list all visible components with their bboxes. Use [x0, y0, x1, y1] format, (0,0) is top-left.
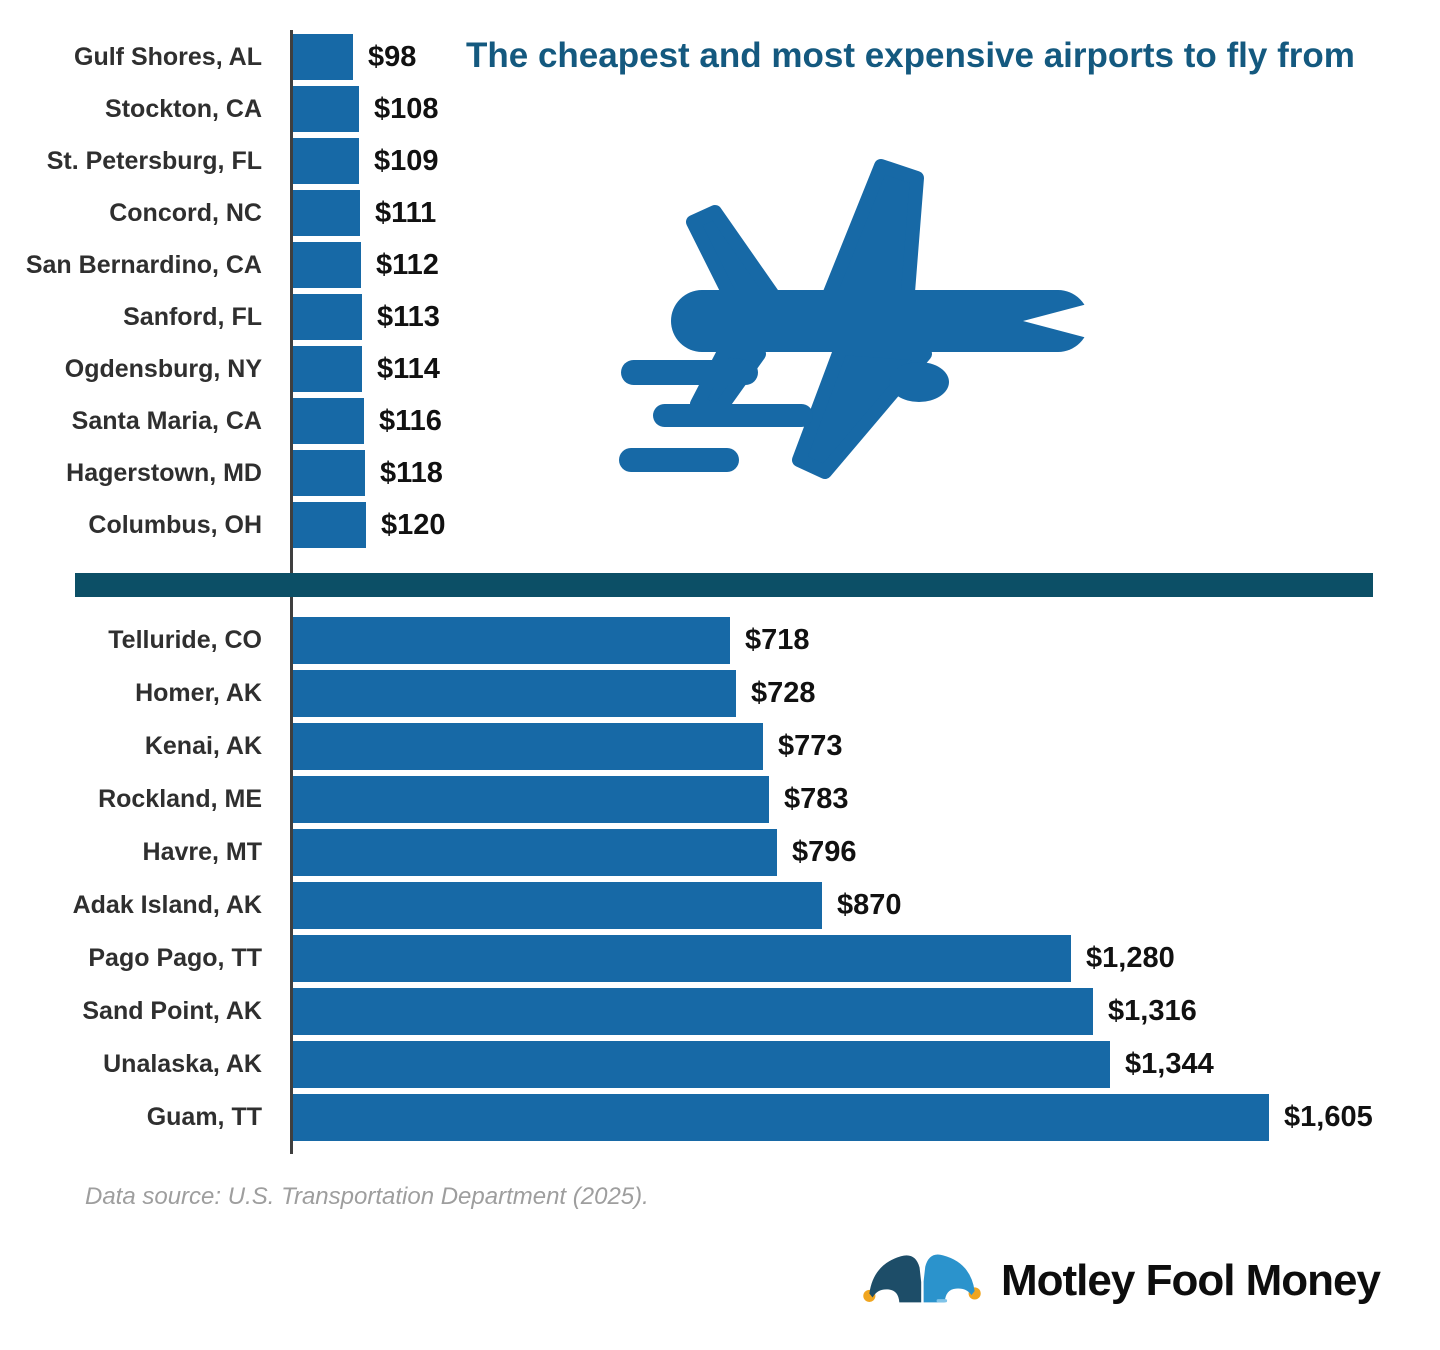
price-label: $108	[374, 92, 439, 125]
table-row: Unalaska, AK $1,344	[0, 1038, 1440, 1091]
price-bar	[293, 617, 730, 664]
price-label: $870	[837, 889, 902, 921]
table-row: Hagerstown, MD $118	[0, 447, 1440, 499]
most-expensive-airports-chart: Telluride, CO $718 Homer, AK $728 Kenai, AK $…	[0, 614, 1440, 1144]
airport-label: Concord, NC	[109, 198, 262, 227]
airport-label: Ogdensburg, NY	[64, 354, 262, 383]
table-row: Columbus, OH $120	[0, 499, 1440, 551]
price-label: $113	[377, 300, 440, 333]
airport-label: Hagerstown, MD	[66, 458, 262, 487]
price-bar	[293, 346, 362, 392]
price-label: $728	[751, 677, 816, 709]
airport-label: Stockton, CA	[105, 94, 262, 123]
table-row: Gulf Shores, AL $98	[0, 31, 1440, 83]
airport-label: Telluride, CO	[108, 626, 262, 654]
price-bar	[293, 450, 365, 496]
price-label: $718	[745, 624, 810, 656]
table-row: Adak Island, AK $870	[0, 879, 1440, 932]
price-bar	[293, 502, 366, 548]
airport-label: Guam, TT	[146, 1103, 262, 1131]
table-row: Sand Point, AK $1,316	[0, 985, 1440, 1038]
price-bar	[293, 1094, 1269, 1141]
price-bar	[293, 190, 360, 236]
airport-label: Adak Island, AK	[72, 891, 262, 919]
airport-label: Gulf Shores, AL	[74, 42, 262, 71]
price-bar	[293, 34, 353, 80]
airport-label: Columbus, OH	[88, 510, 262, 539]
price-bar	[293, 294, 362, 340]
price-label: $1,316	[1108, 995, 1197, 1027]
price-bar	[293, 398, 364, 444]
motley-fool-money-logo: Motley Fool Money	[857, 1240, 1381, 1321]
price-label: $1,280	[1086, 942, 1175, 974]
chart-title: The cheapest and most expensive airports…	[466, 36, 1355, 75]
price-bar	[293, 776, 769, 823]
table-row: Havre, MT $796	[0, 826, 1440, 879]
logo-wordmark: Motley Fool Money	[1001, 1255, 1381, 1305]
table-row: San Bernardino, CA $112	[0, 239, 1440, 291]
airport-label: Pago Pago, TT	[88, 944, 262, 972]
airport-label: Sanford, FL	[123, 302, 262, 331]
price-label: $120	[381, 508, 446, 541]
price-label: $112	[376, 248, 439, 281]
price-bar	[293, 242, 361, 288]
table-row: Stockton, CA $108	[0, 83, 1440, 135]
table-row: St. Petersburg, FL $109	[0, 135, 1440, 187]
table-row: Pago Pago, TT $1,280	[0, 932, 1440, 985]
data-source-note: Data source: U.S. Transportation Departm…	[85, 1183, 649, 1210]
table-row: Kenai, AK $773	[0, 720, 1440, 773]
price-label: $111	[375, 196, 437, 229]
price-label: $1,344	[1125, 1048, 1214, 1080]
section-divider-bar	[75, 573, 1373, 597]
price-label: $118	[380, 456, 443, 489]
price-label: $98	[368, 40, 417, 73]
price-label: $109	[374, 144, 439, 177]
price-bar	[293, 86, 359, 132]
price-bar	[293, 138, 359, 184]
table-row: Homer, AK $728	[0, 667, 1440, 720]
price-bar	[293, 882, 822, 929]
price-label: $116	[379, 404, 442, 437]
airport-label: St. Petersburg, FL	[46, 146, 262, 175]
price-label: $796	[792, 836, 857, 868]
price-label: $114	[377, 352, 440, 385]
table-row: Concord, NC $111	[0, 187, 1440, 239]
airport-label: San Bernardino, CA	[25, 250, 262, 279]
price-bar	[293, 723, 763, 770]
airport-label: Havre, MT	[142, 838, 262, 866]
table-row: Guam, TT $1,605	[0, 1091, 1440, 1144]
airport-label: Unalaska, AK	[103, 1050, 262, 1078]
airport-label: Rockland, ME	[98, 785, 262, 813]
price-bar	[293, 829, 777, 876]
price-label: $1,605	[1284, 1101, 1373, 1133]
table-row: Rockland, ME $783	[0, 773, 1440, 826]
price-bar	[293, 988, 1093, 1035]
price-bar	[293, 935, 1071, 982]
airplane-icon	[619, 159, 1095, 479]
price-label: $773	[778, 730, 843, 762]
cheapest-airports-chart: Gulf Shores, AL $98 Stockton, CA $108 St. Pe…	[0, 31, 1440, 551]
airport-label: Kenai, AK	[144, 732, 262, 760]
airport-label: Sand Point, AK	[82, 997, 262, 1025]
table-row: Ogdensburg, NY $114	[0, 343, 1440, 395]
price-bar	[293, 670, 736, 717]
airport-label: Homer, AK	[135, 679, 262, 707]
price-bar	[293, 1041, 1110, 1088]
price-label: $783	[784, 783, 849, 815]
table-row: Telluride, CO $718	[0, 614, 1440, 667]
jester-hat-icon	[863, 1254, 981, 1303]
table-row: Sanford, FL $113	[0, 291, 1440, 343]
airport-label: Santa Maria, CA	[71, 406, 262, 435]
table-row: Santa Maria, CA $116	[0, 395, 1440, 447]
